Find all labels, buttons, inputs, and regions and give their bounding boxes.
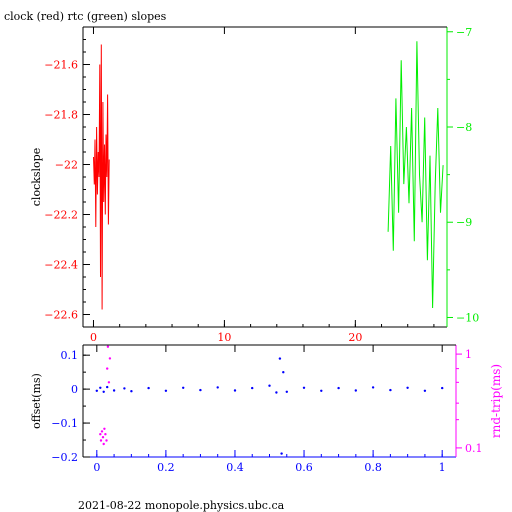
x-tick-label: 0 xyxy=(90,331,97,344)
series-line-clock xyxy=(93,44,110,310)
y-axis-title: clockslope xyxy=(30,148,43,206)
y-tick-label: −21.6 xyxy=(44,59,78,72)
data-point-offset xyxy=(441,386,444,390)
figure-footer: 2021-08-22 monopole.physics.ubc.ca xyxy=(78,499,285,512)
top-plot: 0 10 20 −21.6 −21.8 −22 −22.2 −22.4 −22.6 −7 −8 −9 −… xyxy=(30,26,479,344)
right-y-tick-label: 1 xyxy=(465,348,472,361)
data-point-offset xyxy=(320,389,323,392)
data-point-offset xyxy=(280,452,283,455)
data-point-rnd-trip xyxy=(106,367,109,370)
data-point-offset xyxy=(268,384,271,387)
data-point-rnd-trip xyxy=(100,430,104,433)
data-point-offset xyxy=(182,386,185,389)
data-point-offset xyxy=(112,389,116,392)
figure-title: clock (red) rtc (green) slopes xyxy=(4,10,167,23)
right-y-tick-label: 0.1 xyxy=(465,442,483,455)
data-point-rnd-trip xyxy=(106,345,110,348)
data-point-offset xyxy=(275,391,278,394)
data-point-offset xyxy=(282,371,285,374)
y-tick-label: 0 xyxy=(71,383,78,396)
data-point-rnd-trip xyxy=(101,436,105,439)
data-point-rnd-trip xyxy=(105,439,108,442)
right-y-tick-label: −7 xyxy=(456,26,472,39)
right-y-tick-label: −10 xyxy=(456,311,479,324)
data-point-rnd-trip xyxy=(104,433,107,436)
series-line-rtc xyxy=(387,41,444,309)
data-point-rnd-trip xyxy=(99,433,102,436)
data-point-offset xyxy=(354,389,357,392)
data-point-offset xyxy=(147,386,150,390)
y-tick-label: −22.4 xyxy=(44,259,78,272)
data-point-offset xyxy=(389,388,392,392)
x-tick-label: 0.4 xyxy=(226,461,244,474)
x-tick-label: 0.8 xyxy=(364,461,382,474)
data-point-offset xyxy=(199,388,202,392)
right-y-axis-title: rnd-trip(ms) xyxy=(489,364,503,438)
x-tick-label: 0 xyxy=(93,461,100,474)
data-point-offset xyxy=(102,390,105,393)
data-point-rnd-trip xyxy=(103,427,106,430)
data-point-offset xyxy=(130,390,133,393)
y-tick-label: −22 xyxy=(55,159,78,172)
data-point-offset xyxy=(371,386,375,389)
y-axis-title: offset(ms) xyxy=(30,373,43,429)
data-point-offset xyxy=(337,386,340,390)
right-y-tick-label: −9 xyxy=(456,216,472,229)
data-point-offset xyxy=(95,389,99,392)
data-point-offset xyxy=(216,386,219,389)
x-tick-label: 1 xyxy=(439,461,446,474)
data-point-offset xyxy=(164,389,168,392)
data-point-offset xyxy=(99,386,102,389)
x-tick-label: 20 xyxy=(348,331,362,344)
y-tick-label: −22.2 xyxy=(44,209,78,222)
data-point-offset xyxy=(233,389,237,392)
x-tick-label: 0.6 xyxy=(295,461,313,474)
data-point-offset xyxy=(406,386,409,389)
data-point-offset xyxy=(251,386,254,390)
data-point-offset xyxy=(106,385,109,389)
right-y-tick-label: −8 xyxy=(456,121,472,134)
data-point-offset xyxy=(423,389,427,392)
y-tick-label: 0.1 xyxy=(61,349,79,362)
y-tick-label: −0.1 xyxy=(51,417,78,430)
data-point-offset xyxy=(302,386,306,389)
x-tick-label: 0.2 xyxy=(157,461,175,474)
x-tick-label: 10 xyxy=(217,331,231,344)
data-point-rnd-trip xyxy=(108,357,112,360)
bottom-plot: 0 0.2 0.4 0.6 0.8 1 0.1 0 −0.1 −0.2 1 0.1 offset(ms)… xyxy=(30,344,503,474)
data-point-offset xyxy=(123,387,126,390)
y-tick-label: −0.2 xyxy=(51,451,78,464)
data-point-rnd-trip xyxy=(107,381,111,384)
data-point-rnd-trip xyxy=(102,442,105,446)
data-point-rnd-trip xyxy=(99,439,103,442)
y-tick-label: −21.8 xyxy=(44,109,78,122)
y-tick-label: −22.6 xyxy=(44,309,78,322)
data-point-offset xyxy=(285,390,288,393)
data-point-offset xyxy=(278,357,282,360)
